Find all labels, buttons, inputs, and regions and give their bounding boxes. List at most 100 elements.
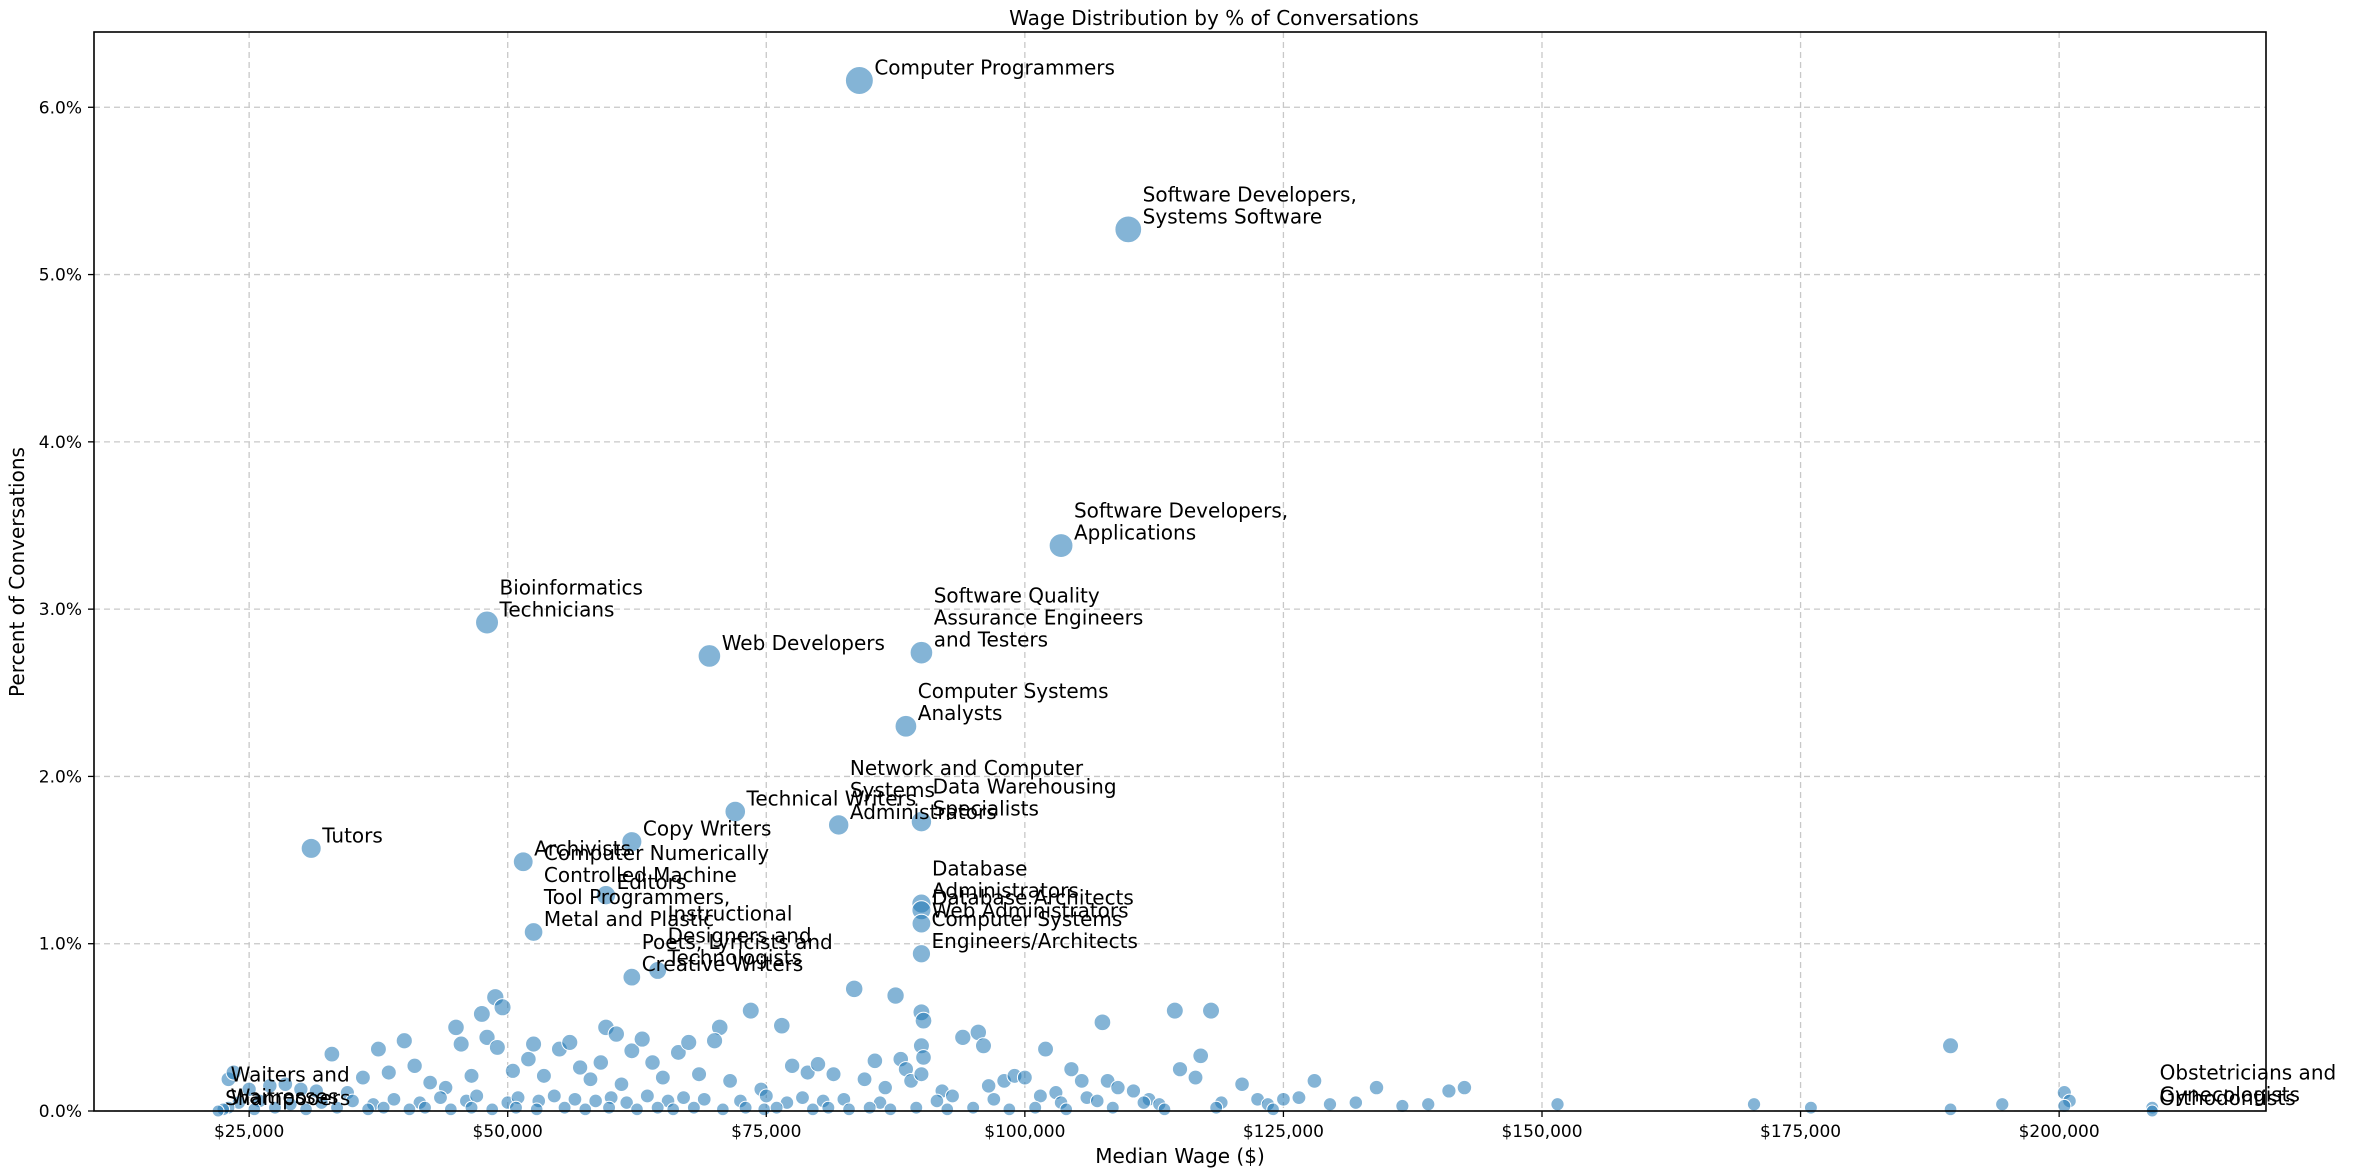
scatter-point: [1028, 1100, 1043, 1115]
scatter-point: [1234, 1076, 1250, 1093]
scatter-point: [1136, 1095, 1152, 1110]
x-tick-label: $100,000: [984, 1122, 1065, 1142]
point-label-line: Poets, Lyricists and: [642, 930, 833, 954]
scatter-point: [1942, 1037, 1960, 1055]
scatter-point: [1125, 1083, 1142, 1099]
labeled-scatter-point: [1048, 533, 1074, 558]
point-label: Computer Systems Analysts: [918, 679, 1109, 725]
scatter-point: [722, 1073, 738, 1089]
scatter-point: [1037, 1040, 1054, 1058]
point-label-line: Systems Software: [1143, 204, 1323, 228]
scatter-point: [504, 1062, 521, 1079]
x-axis-label: Median Wage ($): [1095, 1144, 1265, 1168]
scatter-point: [345, 1093, 360, 1109]
scatter-point: [644, 1054, 661, 1071]
point-label-line: Computer Systems: [918, 679, 1109, 703]
point-label: Computer Systems Engineers/Architects: [932, 907, 1138, 953]
point-label: Database Administrators: [932, 857, 1079, 903]
scatter-point: [654, 1069, 671, 1086]
scatter-point: [567, 1091, 583, 1107]
scatter-point: [954, 1028, 972, 1047]
scatter-point: [909, 1100, 924, 1115]
point-label: Network and Computer Systems Administrator…: [850, 756, 1084, 824]
scatter-point: [856, 1071, 873, 1088]
point-label-line: Tool Programmers,: [543, 885, 730, 909]
scatter-point: [1110, 1079, 1126, 1096]
scatter-point: [691, 1066, 708, 1083]
scatter-point: [386, 1091, 402, 1107]
scatter-point: [395, 1032, 413, 1050]
scatter-point: [525, 1035, 543, 1053]
scatter-point: [361, 1102, 375, 1117]
scatter-point: [966, 1100, 981, 1115]
point-label-line: Creative Writers: [642, 952, 804, 976]
scatter-point: [1395, 1098, 1410, 1114]
scatter-point: [557, 1100, 572, 1115]
labeled-scatter-point: [475, 610, 500, 635]
y-tick-label: 0.0%: [39, 1102, 82, 1122]
scatter-point: [406, 1057, 423, 1075]
scatter-point: [1002, 1102, 1017, 1117]
x-tick-label: $75,000: [731, 1122, 801, 1142]
x-tick-label: $125,000: [1243, 1122, 1324, 1142]
point-label-line: Tutors: [321, 823, 383, 847]
point-label-line: Specialists: [933, 797, 1039, 821]
x-tick-label: $25,000: [214, 1122, 284, 1142]
scatter-point: [1059, 1102, 1074, 1117]
point-label-line: Metal and Plastic: [544, 907, 714, 931]
scatter-point: [380, 1064, 397, 1081]
scatter-point: [464, 1100, 479, 1115]
y-tick-label: 3.0%: [39, 600, 82, 620]
scatter-point: [650, 1100, 665, 1115]
scatter-point: [1441, 1083, 1457, 1099]
scatter-point: [1291, 1090, 1307, 1106]
scatter-point: [314, 1095, 329, 1110]
scatter-point: [488, 1038, 506, 1056]
scatter-point: [247, 1102, 262, 1117]
scatter-point: [676, 1090, 691, 1106]
point-label-line: Controlled Machine: [544, 863, 737, 887]
scatter-point: [1803, 1100, 1818, 1115]
point-label-line: Administrators: [932, 879, 1079, 903]
scatter-point: [1550, 1097, 1565, 1112]
point-label: Software Quality Assurance Engineers and T…: [934, 584, 1144, 652]
point-label: Data Warehousing Specialists: [933, 775, 1117, 821]
point-label-line: Bioinformatics: [500, 576, 643, 600]
scatter-point: [447, 1018, 465, 1037]
scatter-point: [1063, 1061, 1080, 1078]
scatter-point: [1209, 1100, 1224, 1115]
scatter-point: [571, 1059, 589, 1076]
scatter-point: [1192, 1047, 1210, 1065]
point-label-line: Data Warehousing: [933, 775, 1117, 799]
scatter-point: [561, 1033, 579, 1051]
y-tick-label: 5.0%: [39, 266, 82, 286]
scatter-point: [705, 1032, 724, 1050]
scatter-point: [914, 1011, 933, 1030]
point-label-line: Administrators: [850, 800, 997, 824]
scatter-point: [1746, 1097, 1762, 1112]
scatter-point: [738, 1100, 753, 1115]
point-label-line: Software Developers,: [1143, 182, 1357, 206]
labeled-scatter-point: [911, 944, 932, 964]
scatter-point: [1322, 1097, 1338, 1112]
scatter-point: [1157, 1102, 1172, 1117]
scatter-point: [809, 1055, 827, 1073]
scatter-point: [986, 1091, 1002, 1107]
y-tick-label: 1.0%: [39, 935, 82, 955]
scatter-point: [757, 1102, 772, 1117]
scatter-point: [1089, 1093, 1105, 1109]
scatter-point: [1348, 1095, 1364, 1110]
point-label-line: Database: [932, 857, 1027, 881]
labeled-scatter-point: [844, 66, 874, 95]
labeled-scatter-point: [622, 967, 642, 987]
point-label-line: Technologists: [667, 945, 802, 969]
point-label-line: Computer Programmers: [874, 56, 1115, 80]
scatter-point: [886, 986, 905, 1005]
scatter-point: [493, 998, 512, 1017]
scatter-point: [452, 1035, 470, 1053]
y-tick-label: 6.0%: [39, 98, 82, 118]
point-label-line: Applications: [1074, 521, 1196, 545]
point-label-line: Systems: [850, 778, 935, 802]
point-label-line: Gynecologists: [2160, 1083, 2300, 1107]
y-axis-ticks: 0.0% 1.0% 2.0% 3.0% 4.0% 5.0% 6.0%: [39, 98, 94, 1122]
